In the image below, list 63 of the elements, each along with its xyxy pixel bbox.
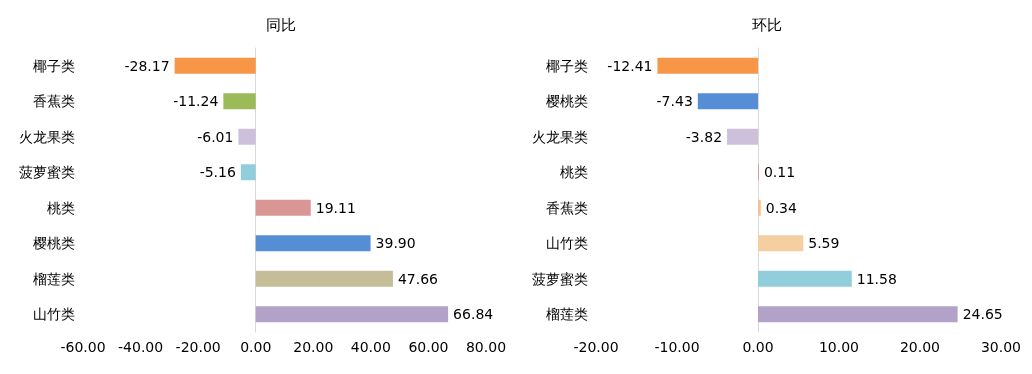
data-label: 0.11 [763,164,796,181]
chart-title: 同比 [266,15,296,34]
data-label: 0.34 [765,199,797,216]
bar [238,128,256,145]
bar [757,270,852,287]
data-label: 24.65 [962,306,1003,323]
y-tick-label: 樱桃类 [546,93,588,110]
data-label: -3.82 [685,128,723,145]
x-tick-label: 40.00 [350,339,391,355]
data-label: -7.43 [656,93,693,110]
bar [255,306,449,323]
y-tick-label: 菠萝蜜类 [532,270,588,287]
data-label: -5.16 [199,164,236,181]
y-tick-label: 山竹类 [33,306,75,323]
data-label: 47.66 [397,270,439,287]
chart-title: 环比 [752,15,782,34]
y-tick-label: 山竹类 [546,235,588,252]
y-tick-label: 香蕉类 [546,199,588,216]
data-label: 66.84 [453,306,494,323]
x-tick-label: -10.00 [654,339,700,355]
bar [757,306,958,323]
y-tick-label: 椰子类 [546,57,588,74]
bar [727,128,758,145]
data-label: -11.24 [173,93,219,110]
x-tick-label: -20.00 [573,339,619,355]
bar [174,57,256,74]
bar [757,199,761,216]
x-tick-label: 0.00 [742,339,774,355]
x-tick-label: 60.00 [408,339,449,355]
x-tick-label: 10.00 [818,339,860,355]
y-tick-label: 榴莲类 [546,306,588,323]
data-label: 19.11 [315,199,356,216]
bar [757,235,804,252]
data-label: 5.59 [808,235,840,252]
y-tick-label: 桃类 [560,164,588,181]
y-tick-label: 香蕉类 [33,93,75,110]
x-tick-label: -20.00 [175,339,221,355]
y-tick-label: 樱桃类 [33,235,75,252]
y-tick-label: 椰子类 [33,57,75,74]
bar [697,93,758,110]
bar [255,199,311,216]
x-tick-label: 20.00 [293,339,334,355]
data-label: 39.90 [375,235,416,252]
bar [255,235,371,252]
data-label: 11.58 [856,270,897,287]
y-tick-label: 火龙果类 [19,128,75,145]
x-tick-label: -60.00 [60,339,106,355]
data-label: -6.01 [197,128,234,145]
bar [255,270,393,287]
bar [223,93,256,110]
bar [240,164,256,181]
x-tick-label: 30.00 [980,339,1022,355]
data-label: -28.17 [124,57,170,74]
data-label: -12.41 [607,57,653,74]
y-tick-label: 火龙果类 [532,128,588,145]
x-tick-label: 80.00 [465,339,507,355]
y-tick-label: 榴莲类 [33,270,75,287]
x-tick-label: 0.00 [240,339,272,355]
x-tick-label: -40.00 [118,339,164,355]
y-tick-label: 桃类 [47,199,75,216]
y-tick-label: 菠萝蜜类 [19,164,75,181]
bar [657,57,758,74]
x-tick-label: 20.00 [899,339,941,355]
